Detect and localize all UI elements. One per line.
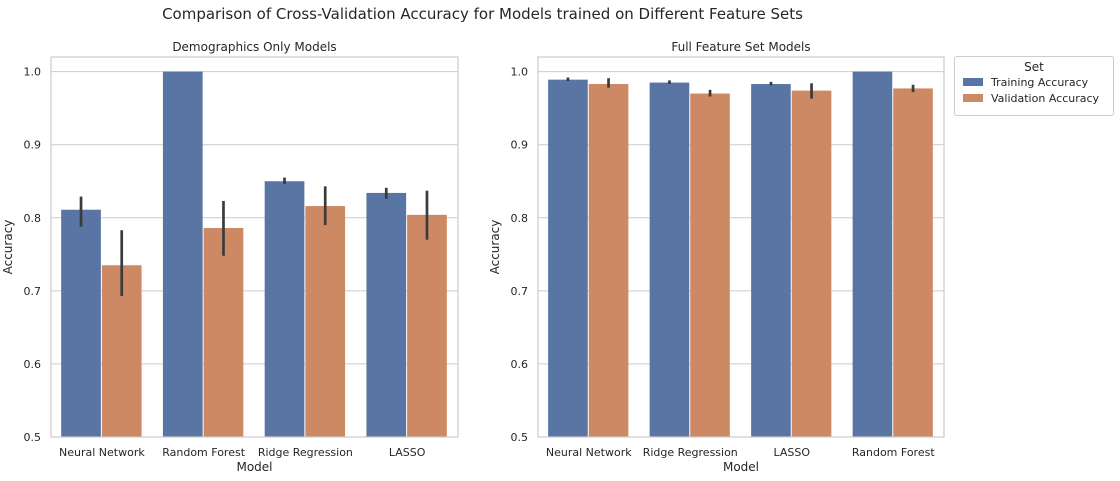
y-tick-label: 0.7 [511,285,529,298]
y-tick-label: 0.7 [24,285,42,298]
bar [751,84,791,438]
legend-label-training: Training Accuracy [991,75,1089,89]
legend-item-validation: Validation Accuracy [955,90,1113,106]
x-tick-label: Random Forest [852,446,935,459]
legend-label-validation: Validation Accuracy [991,91,1100,105]
x-axis-label: Model [723,460,759,474]
bar [588,84,629,438]
legend-swatch-validation [963,94,983,102]
legend-title: Set [1024,60,1044,74]
y-tick-label: 1.0 [24,66,42,79]
bar [893,88,933,437]
plot-frame [50,56,459,438]
y-tick-label: 0.9 [24,139,42,152]
bar [203,228,244,437]
figure-title: Comparison of Cross-Validation Accuracy … [162,5,803,23]
x-tick-label: Ridge Regression [258,446,353,459]
plot-frame [537,56,945,438]
x-tick-label: Neural Network [59,446,145,459]
legend: Set Training Accuracy Validation Accurac… [954,56,1114,116]
bar [690,93,730,438]
y-tick-label: 0.5 [511,431,529,444]
y-tick-label: 0.9 [511,139,529,152]
x-tick-label: Neural Network [546,446,632,459]
y-tick-label: 1.0 [511,66,529,79]
y-tick-label: 0.5 [24,431,42,444]
legend-swatch-training [963,78,983,86]
bar [852,71,893,437]
legend-item-training: Training Accuracy [955,74,1113,90]
bar [791,90,832,437]
y-tick-label: 0.8 [24,212,42,225]
subplot-title: Full Feature Set Models [671,40,810,54]
x-tick-label: Ridge Regression [643,446,738,459]
subplot-title: Demographics Only Models [172,40,336,54]
bar [366,192,407,437]
x-tick-label: LASSO [773,446,810,459]
x-tick-label: LASSO [389,446,426,459]
x-tick-label: Random Forest [162,446,245,459]
y-tick-label: 0.6 [24,358,42,371]
y-tick-label: 0.8 [511,212,529,225]
bar [649,82,690,438]
y-tick-label: 0.6 [511,358,529,371]
bar [61,209,101,437]
bar [305,206,346,437]
y-axis-label: Accuracy [1,220,15,275]
bar [407,214,447,437]
bar [162,71,203,437]
y-axis-label: Accuracy [488,220,502,275]
bar [548,79,588,438]
x-axis-label: Model [236,460,272,474]
bar [264,181,305,437]
